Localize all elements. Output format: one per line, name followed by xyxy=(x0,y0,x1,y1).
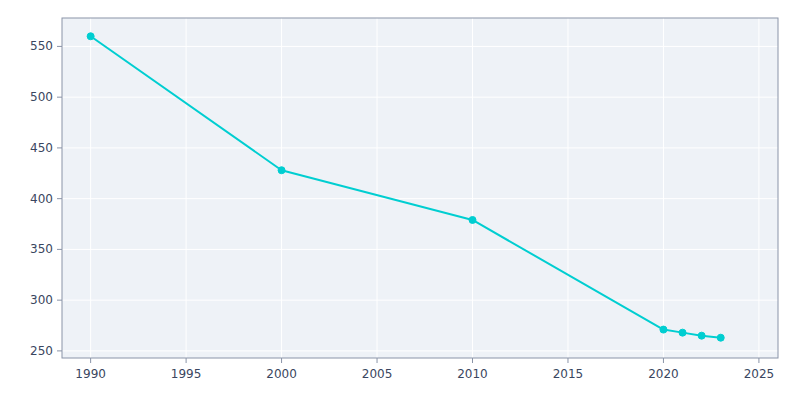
grid-line-y xyxy=(62,147,778,148)
tick-label-y: 500 xyxy=(30,90,53,104)
plot-background xyxy=(62,18,778,358)
chart: 1990 1995 2000 2005 2010 2015 2020 2025 250 300 35… xyxy=(0,0,800,400)
series xyxy=(87,33,724,341)
plot-frame xyxy=(62,18,778,358)
tick-mark-x xyxy=(90,358,91,363)
tick-mark-y xyxy=(57,350,62,351)
line xyxy=(91,36,721,337)
tick-label-x: 2025 xyxy=(744,367,775,381)
tick-label-y: 550 xyxy=(30,39,53,53)
tick-mark-x xyxy=(567,358,568,363)
tick-mark-x xyxy=(281,358,282,363)
point xyxy=(717,334,724,341)
grid-line-x xyxy=(186,18,187,358)
grid-line-x xyxy=(377,18,378,358)
point xyxy=(87,33,94,40)
axes: 1990 1995 2000 2005 2010 2015 2020 2025 250 300 35… xyxy=(30,39,774,381)
grid-line-x xyxy=(663,18,664,358)
tick-label-x: 1990 xyxy=(75,367,106,381)
grid-line-y xyxy=(62,97,778,98)
tick-mark-x xyxy=(663,358,664,363)
tick-mark-x xyxy=(472,358,473,363)
point xyxy=(698,332,705,339)
tick-mark-y xyxy=(57,147,62,148)
tick-mark-y xyxy=(57,249,62,250)
point xyxy=(278,167,285,174)
tick-label-x: 2000 xyxy=(266,367,297,381)
grid-line-y xyxy=(62,198,778,199)
grid-line-x xyxy=(758,18,759,358)
tick-label-y: 350 xyxy=(30,242,53,256)
tick-mark-y xyxy=(57,97,62,98)
grid-line-x xyxy=(567,18,568,358)
tick-label-x: 1995 xyxy=(171,367,202,381)
tick-mark-y xyxy=(57,198,62,199)
grid-line-x xyxy=(90,18,91,358)
point xyxy=(660,326,667,333)
tick-mark-x xyxy=(758,358,759,363)
chart-container: 1990 1995 2000 2005 2010 2015 2020 2025 250 300 35… xyxy=(0,0,800,400)
tick-mark-x xyxy=(186,358,187,363)
grid-line-x xyxy=(281,18,282,358)
tick-label-x: 2010 xyxy=(457,367,488,381)
tick-label-y: 250 xyxy=(30,344,53,358)
page: {"chart_data": {"type": "line", "x": [19… xyxy=(0,0,800,400)
grid-line-y xyxy=(62,350,778,351)
tick-mark-x xyxy=(377,358,378,363)
point xyxy=(469,216,476,223)
grid-line-x xyxy=(472,18,473,358)
grid-line-y xyxy=(62,249,778,250)
tick-label-x: 2020 xyxy=(648,367,679,381)
tick-label-x: 2015 xyxy=(553,367,584,381)
grid xyxy=(62,18,778,358)
tick-mark-y xyxy=(57,46,62,47)
tick-label-x: 2005 xyxy=(362,367,393,381)
grid-line-y xyxy=(62,46,778,47)
tick-label-y: 300 xyxy=(30,293,53,307)
tick-label-y: 450 xyxy=(30,141,53,155)
tick-mark-y xyxy=(57,300,62,301)
grid-line-y xyxy=(62,300,778,301)
point xyxy=(679,329,686,336)
tick-label-y: 400 xyxy=(30,192,53,206)
